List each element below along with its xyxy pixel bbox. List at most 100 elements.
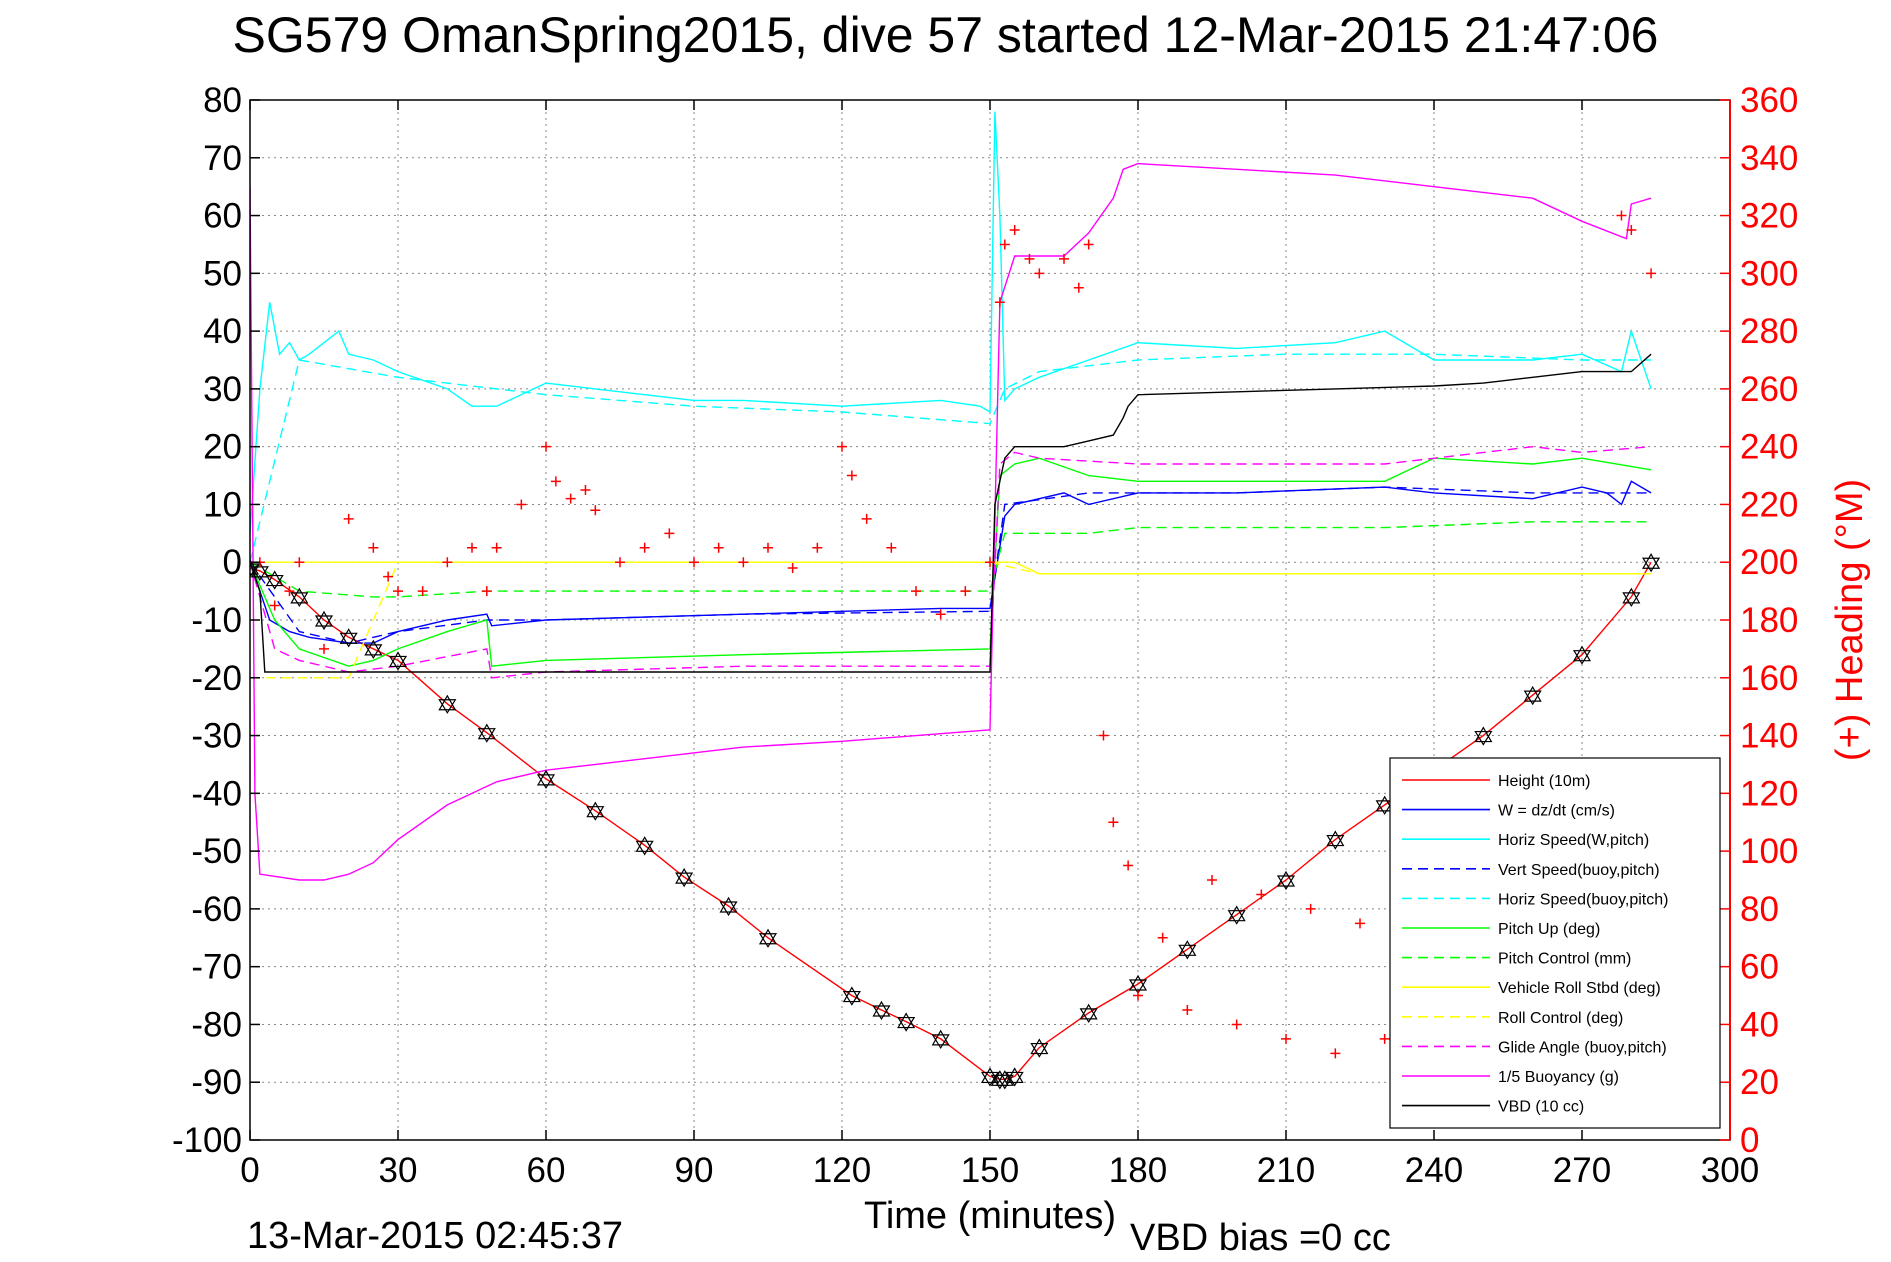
depth-marker (1227, 905, 1246, 925)
series-horiz_speed (250, 111, 1652, 534)
y-tick-label: 60 (203, 197, 242, 236)
y2-tick-label: 260 (1740, 370, 1798, 409)
y2-tick-label: 60 (1740, 948, 1779, 987)
x-tick-label: 240 (1405, 1151, 1463, 1190)
depth-marker (536, 769, 556, 790)
heading-point (911, 586, 921, 597)
y2-tick-label: 340 (1740, 139, 1798, 178)
heading-point (393, 586, 403, 597)
heading-point (886, 542, 897, 553)
depth-marker (1030, 1038, 1049, 1058)
heading-point (294, 557, 305, 568)
series-group (250, 111, 1661, 1090)
depth-marker (635, 836, 654, 856)
y-tick-label: 0 (223, 543, 242, 582)
heading-point (713, 542, 724, 553)
x-axis: 0 30 60 90 120 150 180 210 240 270 300 (240, 100, 1759, 1190)
heading-point (664, 528, 675, 539)
heading-point (491, 542, 502, 553)
y2-tick-label: 80 (1740, 890, 1779, 929)
y-tick-label: 50 (203, 254, 242, 293)
y-tick-label: -30 (191, 717, 242, 756)
heading-point (383, 571, 394, 582)
y2-axis-label: (+) Heading (°M) (1829, 479, 1871, 761)
heading-point (812, 542, 823, 553)
y2-tick-label: 180 (1740, 601, 1798, 640)
legend-label-horiz_speed_buoy: Horiz Speed(buoy,pitch) (1498, 891, 1668, 908)
depth-marker (290, 587, 309, 608)
y-tick-label: -40 (191, 774, 242, 813)
y-tick-label: -10 (191, 601, 242, 640)
heading-point (861, 513, 872, 524)
x-tick-label: 180 (1109, 1151, 1167, 1190)
y-axis-right: 3603403203002802602402202001801601401201… (1720, 81, 1798, 1160)
y2-tick-label: 20 (1740, 1063, 1779, 1102)
heading-point (550, 476, 561, 487)
heading-point (1157, 932, 1168, 943)
legend-label-pitch_control: Pitch Control (mm) (1498, 951, 1631, 968)
depth-marker (265, 570, 284, 590)
depth-marker (477, 723, 496, 743)
heading-point (1083, 239, 1094, 250)
depth-marker (1523, 685, 1542, 706)
heading-point (615, 557, 625, 568)
heading-point (541, 441, 551, 452)
depth-marker (1005, 1067, 1024, 1087)
depth-marker (586, 801, 605, 821)
heading-point (1108, 817, 1119, 828)
heading-point (994, 297, 1005, 308)
x-tick-label: 0 (240, 1151, 259, 1190)
y-tick-label: -20 (191, 659, 242, 698)
y-tick-label: 40 (203, 312, 242, 351)
heading-point (1305, 903, 1316, 914)
x-tick-label: 120 (813, 1151, 871, 1190)
y-tick-label: 10 (203, 485, 242, 524)
y2-tick-label: 120 (1740, 774, 1798, 813)
heading-point (1024, 253, 1035, 264)
legend-label-height: Height (10m) (1498, 773, 1590, 790)
heading-point (985, 557, 995, 568)
heading-point (1207, 875, 1217, 885)
legend-label-horiz_speed: Horiz Speed(W,pitch) (1498, 832, 1649, 849)
heading-point (1330, 1048, 1341, 1059)
legend-label-roll_control: Roll Control (deg) (1498, 1010, 1623, 1027)
y2-tick-label: 220 (1740, 485, 1798, 524)
y2-tick-label: 280 (1740, 312, 1798, 351)
depth-marker (364, 639, 383, 660)
depth-marker (438, 694, 457, 714)
x-axis-label: Time (minutes) (864, 1195, 1116, 1237)
y-tick-label: 80 (203, 81, 242, 120)
heading-point (1123, 860, 1134, 871)
y-tick-label: -90 (191, 1063, 242, 1102)
y2-tick-label: 300 (1740, 254, 1798, 293)
heading-point (1133, 990, 1143, 1001)
legend-label-vert_speed_buoy: Vert Speed(buoy,pitch) (1498, 862, 1660, 879)
depth-marker (872, 1000, 891, 1021)
depth-marker (1079, 1003, 1098, 1024)
heading-point (516, 499, 527, 510)
y2-tick-label: 100 (1740, 832, 1798, 871)
heading-point (787, 563, 798, 573)
heading-point (935, 609, 946, 620)
heading-point (1182, 1005, 1193, 1015)
depth-marker (339, 628, 358, 648)
heading-point (590, 505, 601, 516)
depth-marker (758, 928, 778, 948)
footer-vbd-bias: VBD bias =0 cc (1130, 1217, 1391, 1259)
heading-point (269, 600, 280, 611)
depth-marker (675, 867, 694, 888)
depth-marker (1622, 587, 1641, 608)
series-glide_angle (250, 445, 1652, 679)
series-roll_control (250, 561, 1652, 679)
heading-point (467, 542, 477, 553)
depth-marker (1572, 645, 1592, 665)
heading-point (960, 586, 971, 597)
heading-point (442, 557, 453, 568)
heading-point (1059, 253, 1069, 264)
heading-point (689, 557, 699, 568)
y-tick-label: -70 (191, 948, 242, 987)
heading-point (846, 470, 857, 481)
y-tick-label: 20 (203, 428, 242, 467)
x-tick-label: 150 (961, 1151, 1019, 1190)
